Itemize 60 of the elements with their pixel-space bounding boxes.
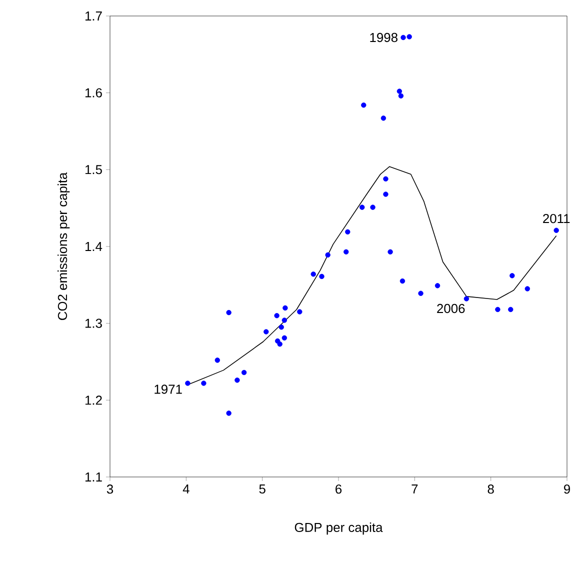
point (325, 252, 330, 258)
point (396, 88, 402, 94)
point (282, 318, 288, 323)
x-tick-label: 5 (259, 484, 266, 494)
y-tick-label: 1.6 (85, 88, 102, 98)
point (344, 249, 349, 254)
y-tick-label: 1.7 (85, 12, 102, 20)
annotation: 1998 (370, 32, 398, 42)
point (400, 34, 406, 40)
point (185, 380, 190, 386)
point (360, 204, 365, 210)
annotation: 1971 (154, 384, 182, 394)
point (361, 102, 366, 108)
point (310, 272, 316, 277)
point (345, 229, 350, 234)
point (234, 378, 240, 383)
annotation: 2011 (543, 214, 570, 224)
point (398, 93, 404, 98)
point (214, 358, 220, 363)
point (383, 176, 388, 182)
x-tick-label: 6 (336, 484, 342, 494)
y-tick-label: 1.3 (85, 318, 102, 328)
point (400, 278, 406, 284)
point (370, 204, 376, 210)
point (278, 324, 284, 330)
point (554, 228, 559, 233)
point (418, 290, 424, 296)
point (406, 34, 412, 40)
point (434, 283, 440, 288)
point (201, 380, 206, 386)
point (524, 286, 530, 292)
annotation: 2006 (437, 304, 465, 314)
y-tick-label: 1.1 (85, 472, 102, 482)
point (274, 313, 280, 318)
point (282, 305, 288, 311)
x-tick-label: 8 (488, 484, 494, 494)
point (380, 116, 386, 121)
x-tick-label: 4 (182, 484, 190, 494)
x-tick-label: 7 (412, 484, 418, 494)
y-tick-label: 1.4 (85, 242, 102, 251)
point (226, 310, 232, 316)
point (264, 329, 269, 334)
point (319, 274, 324, 280)
y-tick-label: 1.5 (85, 165, 102, 174)
point (383, 192, 388, 197)
y-axis-title: CO2 emissions per capita (58, 172, 70, 320)
point (464, 296, 470, 302)
point (508, 306, 514, 312)
point (388, 249, 393, 254)
point (277, 341, 282, 347)
x-tick-label: 3 (106, 484, 114, 494)
point (282, 335, 288, 341)
point (297, 309, 302, 314)
x-axis-title: GDP per capita (294, 522, 383, 535)
x-tick-label: 9 (564, 484, 570, 494)
point (226, 410, 232, 416)
y-tick-label: 1.2 (85, 396, 102, 405)
point (241, 370, 247, 376)
point (495, 306, 500, 312)
point (510, 273, 515, 278)
